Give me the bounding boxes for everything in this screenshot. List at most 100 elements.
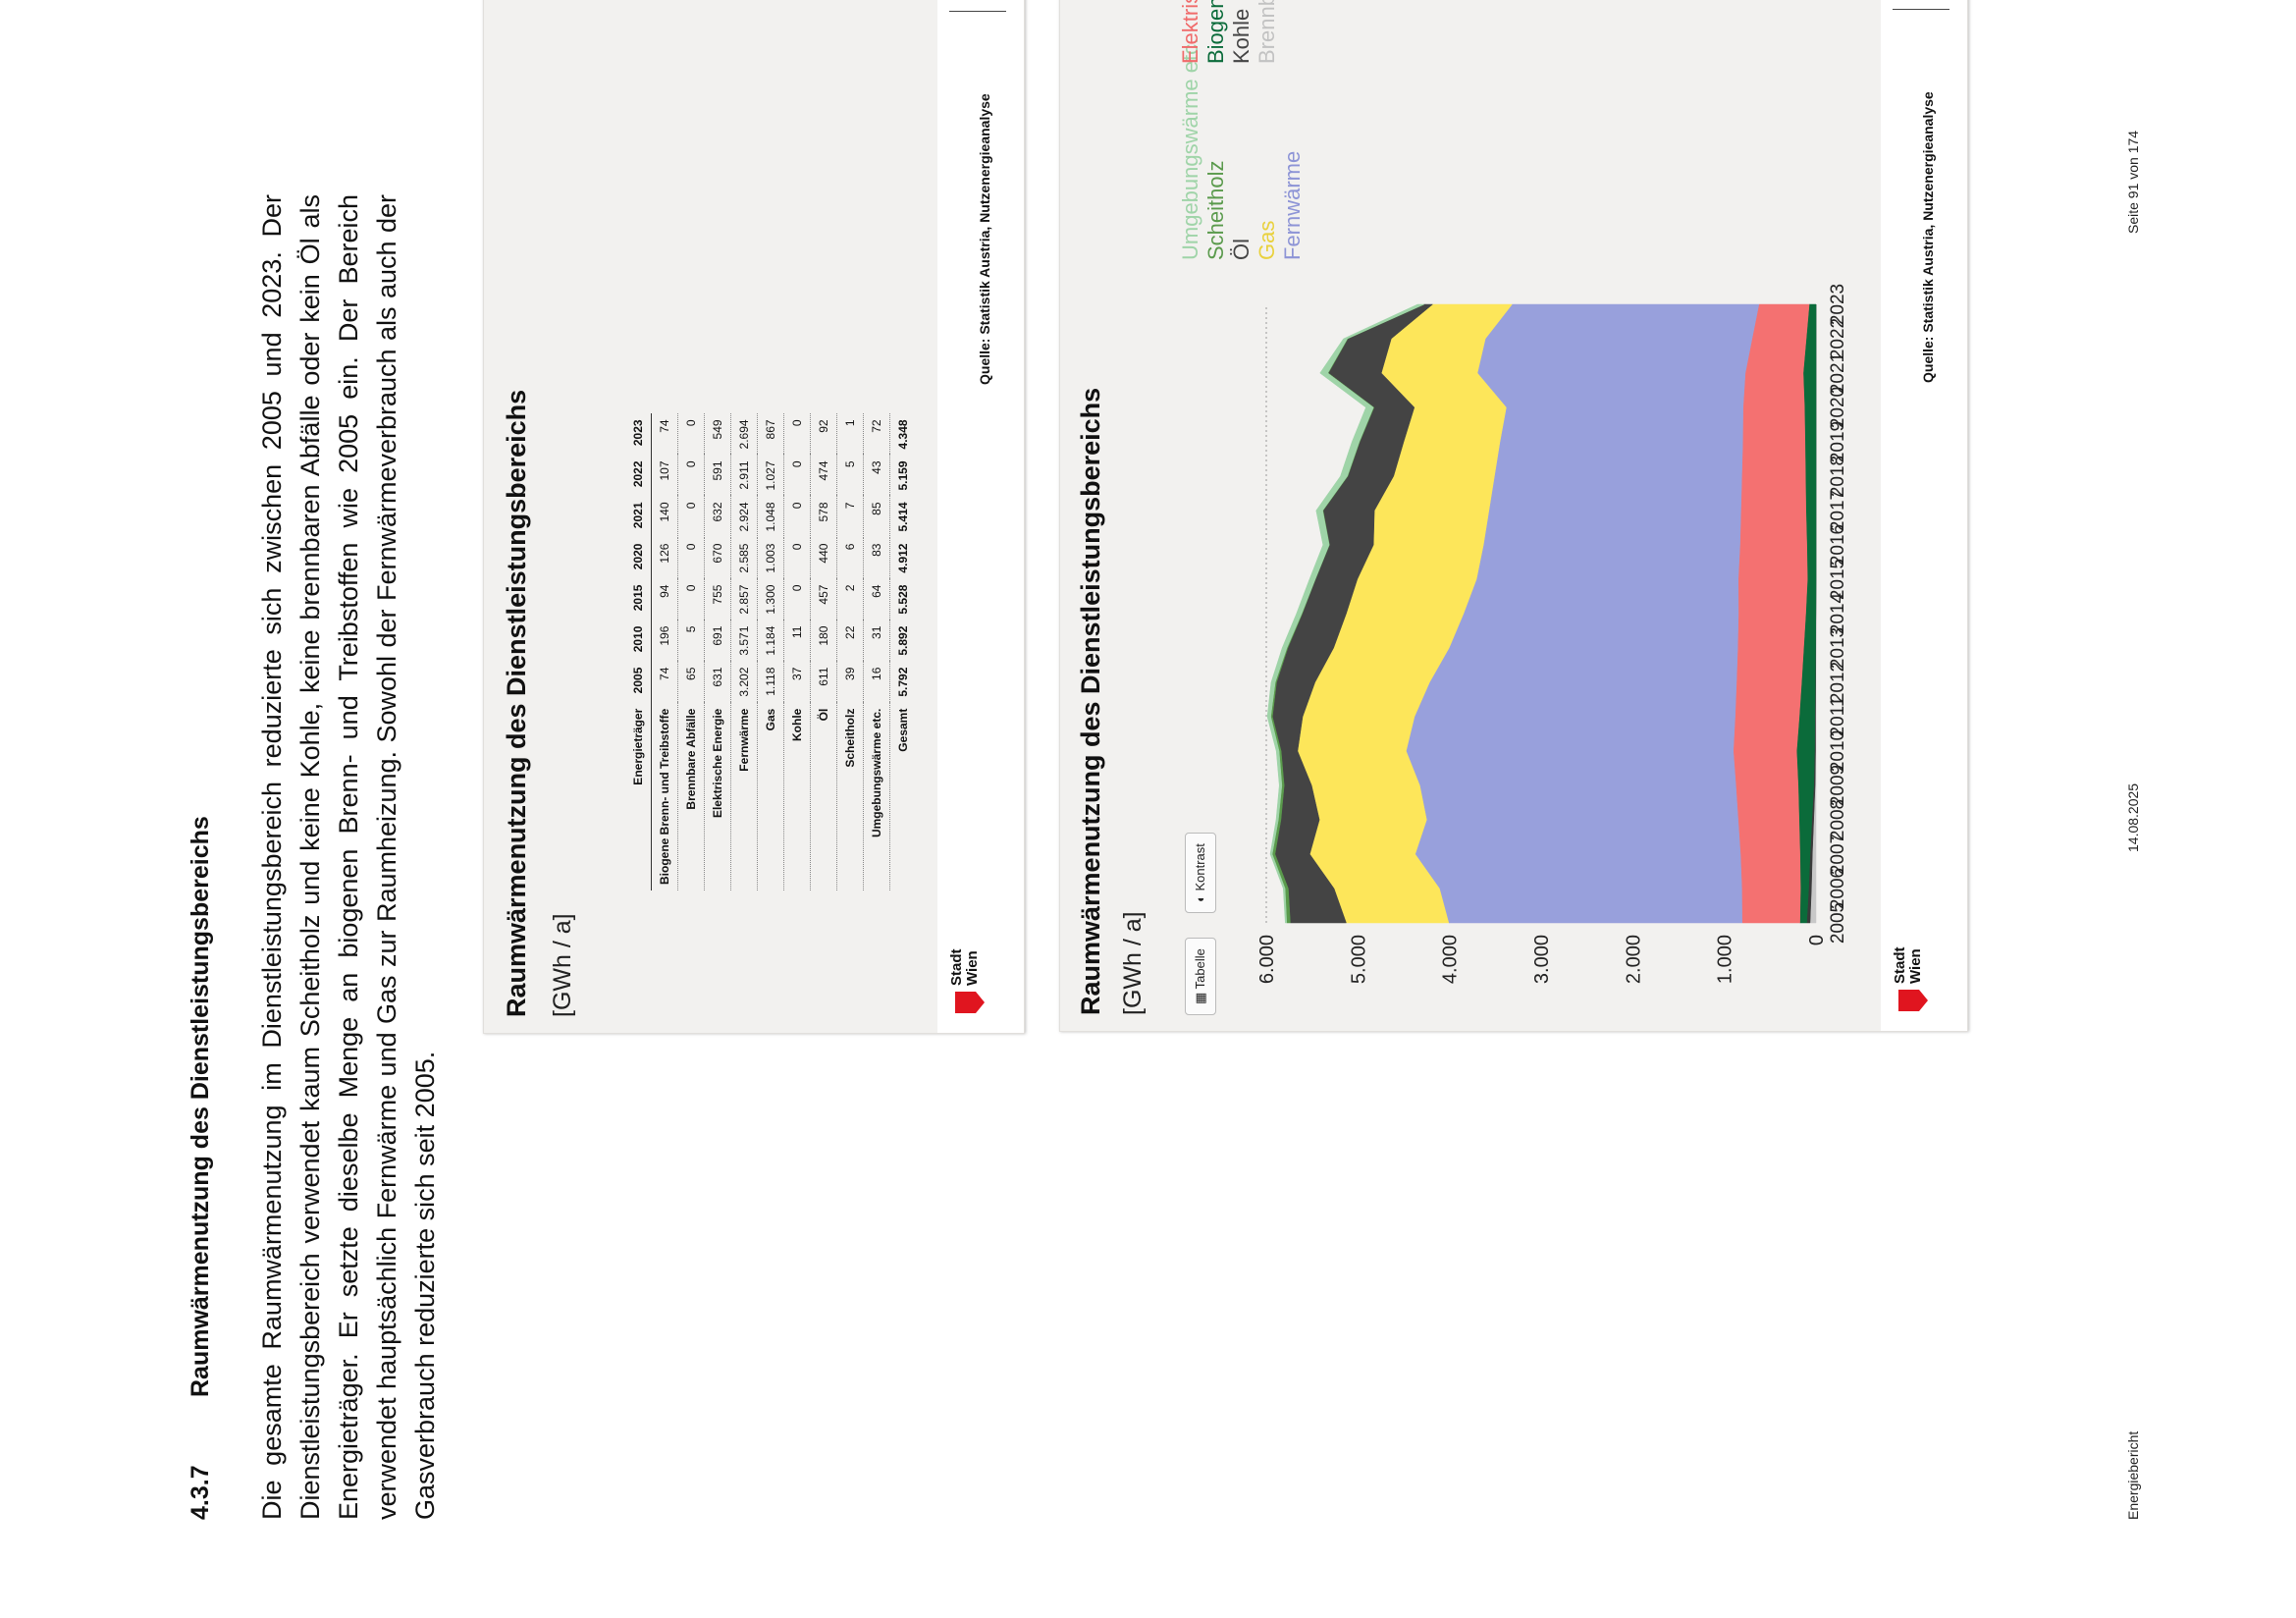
table-card-footer: Stadt Wien Quelle: Statistik Austria, Nu…	[937, 0, 1024, 1033]
table-cell: 7	[836, 496, 864, 538]
y-tick-label: 4.000	[1440, 935, 1462, 984]
x-tick-label: 2020	[1828, 387, 1848, 428]
row-label: Umgebungswärme etc.	[863, 702, 890, 890]
table-cell: 3.202	[730, 661, 758, 703]
table-cell: 37	[783, 661, 811, 703]
table-cell: 1.027	[757, 455, 784, 497]
row-label: Scheitholz	[836, 702, 864, 890]
legend-entry[interactable]: Scheitholz	[1203, 160, 1228, 260]
table-cell: 85	[863, 496, 890, 538]
table-card: Raumwärmenutzung des Dienstleistungsbere…	[483, 0, 1025, 1034]
table-cell: 1	[836, 413, 864, 456]
column-header: 2015	[625, 578, 652, 620]
table-row: Kohle 37 11 0 0 0 0 0	[783, 413, 811, 890]
table-cell: 5.159	[896, 460, 910, 491]
table-cell: 591	[704, 455, 731, 497]
chart-card: Raumwärmenutzung des Dienstleistungsbere…	[1059, 0, 1968, 1032]
table-cell: 0	[783, 455, 811, 497]
legend-entry[interactable]: Öl	[1229, 239, 1254, 260]
table-row: Fernwärme 3.202 3.571 2.857 2.585 2.924 2.911 2…	[730, 413, 758, 890]
legend-entry[interactable]: Elektrische Energie	[1178, 0, 1202, 64]
table-cell: 549	[704, 413, 731, 456]
x-tick-label: 2015	[1828, 559, 1848, 600]
legend-entry[interactable]: Umgebungswärme etc.	[1178, 38, 1202, 260]
table-cell: 1.003	[757, 537, 784, 579]
x-tick-label: 2006	[1828, 868, 1848, 909]
row-label: Öl	[810, 702, 837, 890]
table-header-row: Energieträger 2005 2010 2015 2020 2021 2022 202…	[625, 413, 652, 890]
table-cell: 578	[810, 496, 837, 538]
footer-date: 14.08.2025	[2125, 782, 2141, 852]
table-cell: 1.300	[757, 578, 784, 620]
column-header: 2023	[625, 413, 652, 456]
y-tick-label: 3.000	[1531, 935, 1553, 984]
wien-shield-icon	[955, 992, 985, 1013]
table-cell: 5.892	[896, 625, 910, 656]
table-cell: 0	[677, 578, 705, 620]
column-header: Energieträger	[625, 702, 652, 890]
legend-entry[interactable]: Kohle	[1229, 9, 1254, 64]
table-body: Biogene Brenn- und Treibstoffe 74 196 94 126…	[651, 413, 917, 890]
table-cell: 39	[836, 661, 864, 703]
table-cell: 92	[810, 413, 837, 456]
table-cell: 140	[651, 496, 678, 538]
legend-entry[interactable]: Gas	[1255, 221, 1279, 260]
paragraph-text: Die gesamte Raumwärmenutzung im Dienstle…	[257, 194, 440, 1520]
y-tick-label: 0	[1806, 935, 1828, 945]
table-cell: 0	[677, 455, 705, 497]
x-tick-label: 2007	[1828, 834, 1848, 875]
stadt-wien-logo: Stadt Wien	[1892, 943, 1951, 1011]
table-cell: 2.857	[730, 578, 758, 620]
table-cell: 4.912	[896, 543, 910, 573]
legend-entry[interactable]: Brennbare Abfälle	[1255, 0, 1279, 64]
table-cell: 0	[677, 413, 705, 456]
row-label: Kohle	[783, 702, 811, 890]
table-cell: 1.184	[757, 620, 784, 662]
footer-page-number: Seite 91 von 174	[2125, 130, 2141, 234]
table-cell: 43	[863, 455, 890, 497]
logo-text: Stadt Wien	[948, 948, 981, 987]
table-cell: 126	[651, 537, 678, 579]
table-cell: 457	[810, 578, 837, 620]
table-cell: 2.911	[730, 455, 758, 497]
y-tick-label: 6.000	[1256, 935, 1278, 984]
row-label: Brennbare Abfälle	[677, 702, 705, 890]
y-tick-label: 5.000	[1348, 935, 1369, 984]
x-tick-label: 2011	[1828, 697, 1848, 737]
wien-shield-icon	[1898, 990, 1928, 1011]
column-header: 2005	[625, 661, 652, 703]
x-tick-label: 2019	[1828, 421, 1848, 462]
x-tick-label: 2008	[1828, 799, 1848, 840]
column-header: 2010	[625, 620, 652, 662]
section-number: 4.3.7	[187, 1465, 214, 1520]
stacked-area-chart: 01.0002.0003.0004.0005.0006.000200520062…	[1178, 0, 1848, 984]
table-cell: 94	[651, 578, 678, 620]
x-tick-label: 2005	[1828, 902, 1848, 944]
x-tick-label: 2023	[1828, 284, 1848, 325]
x-tick-label: 2010	[1828, 730, 1848, 772]
table-row: Gas 1.118 1.184 1.300 1.003 1.048 1.027 867	[757, 413, 784, 890]
row-label: Elektrische Energie	[704, 702, 731, 890]
column-header: 2022	[625, 455, 652, 497]
table-cell: 1.048	[757, 496, 784, 538]
table-cell: 5.792	[896, 667, 910, 697]
chart-source: Quelle: Statistik Austria, Nutzenergiean…	[1920, 91, 1936, 383]
area-series-umgebungswärme-etc-	[1266, 303, 1425, 924]
legend-entry[interactable]: Fernwärme	[1280, 151, 1305, 260]
table-cell: 611	[810, 661, 837, 703]
table-cell: 5.414	[896, 502, 910, 532]
table-cell: 107	[651, 455, 678, 497]
footer-divider	[949, 11, 1006, 12]
table-cell: 2.924	[730, 496, 758, 538]
x-tick-label: 2013	[1828, 627, 1848, 669]
legend-entry[interactable]: Biogene Brenn-, Treibst.	[1203, 0, 1228, 64]
table-cell: 5	[836, 455, 864, 497]
table-cell: 0	[783, 413, 811, 456]
table-cell: 196	[651, 620, 678, 662]
table-cell: 0	[677, 537, 705, 579]
table-cell: 64	[863, 578, 890, 620]
x-tick-label: 2018	[1828, 456, 1848, 497]
y-tick-label: 2.000	[1623, 935, 1644, 984]
row-label: Gas	[757, 702, 784, 890]
